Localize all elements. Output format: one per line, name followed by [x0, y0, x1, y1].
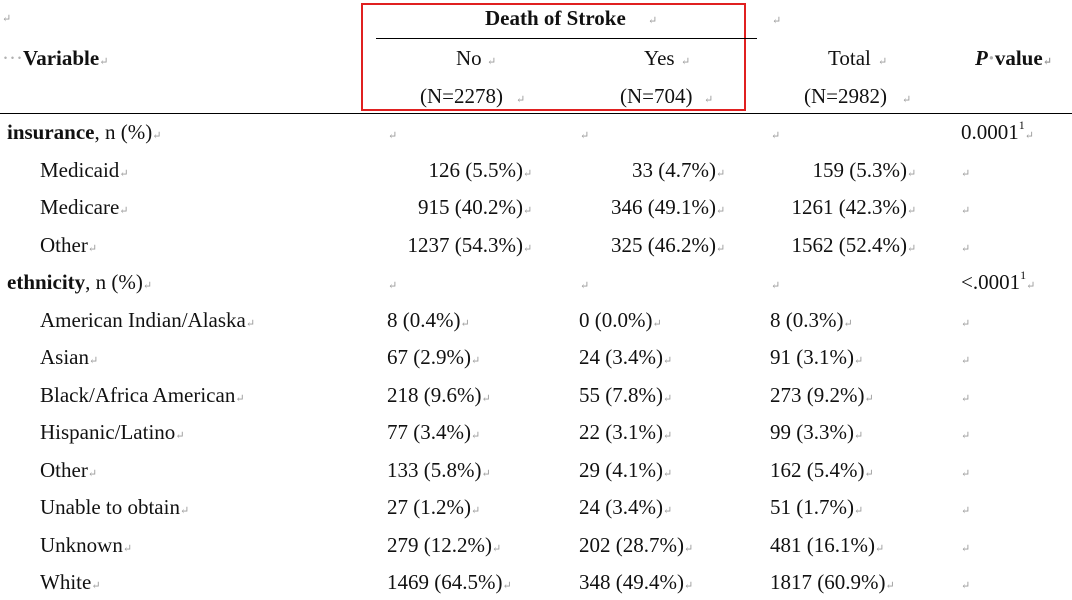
cell-total: 91 (3.1%)↵: [770, 345, 864, 369]
cell-no: 27 (1.2%)↵: [387, 495, 481, 519]
cell-total: 1261 (42.3%)↵: [791, 195, 917, 219]
row-label: Other↵: [40, 457, 98, 482]
cell-total: 162 (5.4%)↵: [770, 457, 874, 482]
cell-no: 8 (0.4%)↵: [387, 307, 470, 332]
cell-total: 1817 (60.9%)↵: [770, 570, 895, 594]
paragraph-mark: ↵: [878, 56, 888, 68]
paragraph-mark: ↵: [961, 430, 971, 442]
cell-yes: 22 (3.1%)↵: [579, 420, 673, 444]
cell-no: 279 (12.2%)↵: [387, 532, 502, 557]
paragraph-mark: ↵: [771, 130, 781, 142]
paragraph-mark: ↵: [961, 542, 971, 555]
cell-yes: 55 (7.8%)↵: [579, 382, 673, 407]
col-total-n: (N=2982): [804, 84, 887, 108]
section-suffix: , n (%): [85, 270, 143, 294]
cell-yes: 24 (3.4%)↵: [579, 495, 673, 519]
col-no-label: No: [456, 46, 482, 70]
paragraph-mark: ↵: [961, 467, 971, 480]
paragraph-mark: ↵: [961, 392, 971, 405]
cell-no: 915 (40.2%)↵: [418, 195, 533, 219]
cell-total: 99 (3.3%)↵: [770, 420, 864, 444]
paragraph-mark: ↵: [961, 242, 971, 255]
paragraph-mark: ↵: [580, 130, 590, 142]
cell-yes: 24 (3.4%)↵: [579, 345, 673, 369]
row-label: White↵: [40, 570, 101, 594]
cell-no: 67 (2.9%)↵: [387, 345, 481, 369]
cell-total: 8 (0.3%)↵: [770, 307, 853, 332]
cell-yes: 325 (46.2%)↵: [611, 232, 726, 257]
cell-no: 77 (3.4%)↵: [387, 420, 481, 444]
cell-no: 133 (5.8%)↵: [387, 457, 491, 482]
group-title: Death of Stroke: [485, 6, 626, 30]
row-label: Medicaid↵: [40, 157, 129, 182]
cell-yes: 29 (4.1%)↵: [579, 457, 673, 482]
cell-total: 273 (9.2%)↵: [770, 382, 874, 407]
variable-label: Variable: [22, 46, 100, 70]
cell-no: 218 (9.6%)↵: [387, 382, 491, 407]
paragraph-mark: ↵: [961, 167, 971, 180]
paragraph-mark: ↵: [487, 56, 497, 68]
paragraph-mark: ↵: [704, 94, 714, 106]
section-suffix: , n (%): [94, 120, 153, 144]
header-bottom-rule: [0, 113, 1072, 114]
cell-total: 51 (1.7%)↵: [770, 495, 864, 519]
pvalue-p: P: [975, 46, 988, 70]
paragraph-mark: ↵: [2, 13, 12, 25]
paragraph-mark: ↵: [771, 280, 781, 292]
row-label: Asian↵: [40, 345, 99, 369]
cell-no: 126 (5.5%)↵: [428, 157, 533, 182]
section-header: ethnicity, n (%)↵: [7, 270, 153, 294]
cell-total: 481 (16.1%)↵: [770, 532, 885, 557]
section-name: ethnicity: [7, 270, 86, 294]
row-label: Unknown↵: [40, 532, 133, 557]
row-label: American Indian/Alaska↵: [40, 307, 256, 332]
cell-yes: 348 (49.4%)↵: [579, 570, 694, 594]
row-label: Other↵: [40, 232, 98, 257]
group-underline: [376, 38, 757, 39]
pvalue-footnote: 1: [1020, 268, 1027, 282]
paragraph-mark: ↵: [516, 94, 526, 106]
paragraph-mark: ↵: [648, 15, 658, 27]
paragraph-mark: ↵: [961, 205, 971, 217]
pvalue-text: <.0001: [961, 270, 1021, 294]
row-label: Unable to obtain↵: [40, 495, 190, 519]
col-yes-label: Yes: [644, 46, 675, 70]
section-pvalue: <.00011↵: [961, 268, 1036, 294]
col-yes-n: (N=704): [620, 84, 693, 108]
cell-yes: 0 (0.0%)↵: [579, 307, 662, 332]
cell-yes: 202 (28.7%)↵: [579, 532, 694, 557]
row-label: Black/Africa American↵: [40, 382, 245, 407]
section-header: insurance, n (%)↵: [7, 120, 162, 144]
paragraph-mark: ↵: [388, 130, 398, 142]
row-label: Medicare↵: [40, 195, 129, 219]
paragraph-mark: ↵: [580, 280, 590, 292]
cell-yes: 346 (49.1%)↵: [611, 195, 726, 219]
pvalue-rest: value: [994, 46, 1043, 70]
section-name: insurance: [7, 120, 95, 144]
cell-no: 1237 (54.3%)↵: [407, 232, 533, 257]
pvalue-footnote: 1: [1018, 118, 1025, 132]
paragraph-mark: ↵: [681, 56, 691, 68]
paragraph-mark: ↵: [961, 505, 971, 517]
cell-yes: 33 (4.7%)↵: [632, 157, 726, 182]
paragraph-mark: ↵: [961, 317, 971, 330]
row-label: Hispanic/Latino↵: [40, 420, 185, 444]
section-pvalue: 0.00011↵: [961, 118, 1034, 144]
variable-header: ···Variable↵: [2, 46, 109, 70]
cell-no: 1469 (64.5%)↵: [387, 570, 512, 594]
paragraph-mark: ↵: [961, 580, 971, 592]
paragraph-mark: ↵: [772, 15, 782, 27]
pvalue-text: 0.0001: [961, 120, 1019, 144]
paragraph-mark: ↵: [902, 94, 912, 106]
paragraph-mark: ↵: [388, 280, 398, 292]
col-no-n: (N=2278): [420, 84, 503, 108]
cell-total: 159 (5.3%)↵: [812, 157, 917, 182]
paragraph-mark: ↵: [961, 355, 971, 367]
cell-total: 1562 (52.4%)↵: [791, 232, 917, 257]
pvalue-header: P·value↵: [975, 46, 1052, 70]
highlight-box: [361, 3, 746, 111]
col-total-label: Total: [828, 46, 871, 70]
